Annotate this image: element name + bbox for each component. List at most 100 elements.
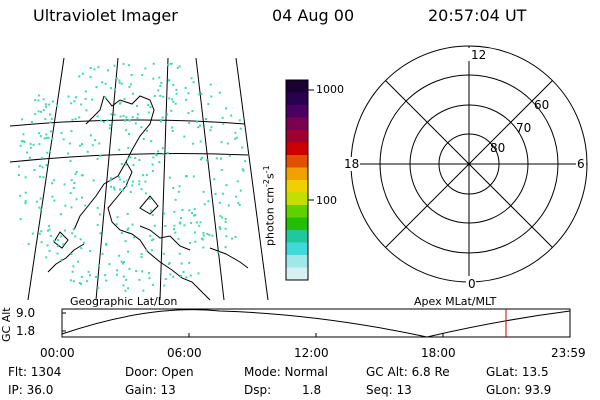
uv-pixel — [194, 240, 197, 243]
uv-pixel — [119, 178, 122, 181]
uv-pixel — [151, 163, 154, 166]
uv-pixel — [150, 239, 153, 242]
uv-pixel — [173, 224, 176, 227]
colorbar-unit-label: photon cm-2s-1 — [262, 165, 277, 246]
uv-pixel — [115, 223, 118, 226]
uv-pixel — [60, 131, 63, 134]
uv-pixel — [127, 287, 129, 290]
uv-pixel — [187, 112, 190, 115]
timeline-tick-label: 06:00 — [167, 346, 202, 360]
geographic-longitude: GLon: 93.9 — [486, 383, 552, 397]
uv-pixel — [79, 238, 82, 241]
uv-pixel — [193, 214, 196, 217]
uv-pixel — [72, 280, 75, 283]
uv-pixel — [115, 273, 118, 276]
uv-pixel — [98, 142, 101, 145]
uv-pixel — [135, 270, 138, 273]
uv-pixel — [239, 189, 242, 192]
uv-pixel — [207, 103, 210, 105]
uv-pixel — [159, 120, 162, 123]
uv-pixel — [136, 105, 138, 107]
uv-pixel — [45, 164, 48, 167]
uv-pixel — [72, 228, 75, 231]
uv-pixel — [130, 74, 133, 76]
uv-pixel — [241, 146, 244, 149]
uv-pixel — [32, 143, 35, 146]
geographic-grid — [9, 57, 269, 301]
uv-pixel — [190, 77, 193, 80]
uv-pixel — [106, 119, 109, 122]
uv-pixel — [38, 143, 41, 146]
uv-pixel — [80, 174, 83, 177]
uv-pixel — [81, 143, 83, 146]
uv-pixel — [118, 79, 121, 82]
uv-pixel — [190, 222, 193, 225]
timeline-tick-label: 00:00 — [40, 346, 75, 360]
uv-pixel — [149, 106, 152, 108]
uv-pixel — [132, 164, 135, 167]
uv-pixel — [89, 67, 92, 69]
uv-pixel — [158, 161, 161, 164]
uv-pixel — [113, 186, 115, 189]
uv-pixel — [98, 213, 101, 216]
uv-pixel — [201, 238, 204, 241]
uv-pixel — [51, 182, 53, 185]
timeline-ticks — [188, 333, 444, 337]
uv-pixel — [87, 270, 90, 273]
image-time: 20:57:04 UT — [428, 6, 527, 25]
uv-pixel — [207, 200, 210, 203]
uv-pixel — [148, 272, 150, 275]
uv-pixel — [183, 224, 186, 227]
uv-pixel — [124, 119, 126, 122]
uv-pixel — [18, 174, 20, 177]
uv-pixel — [150, 140, 153, 143]
colorbar-tick-label: 100 — [316, 194, 337, 207]
uv-pixel — [70, 206, 73, 209]
uv-pixel — [95, 86, 98, 89]
uv-pixel — [140, 256, 143, 258]
uv-pixel — [151, 169, 154, 172]
uv-pixel — [23, 141, 26, 144]
uv-pixel — [37, 110, 40, 113]
uv-pixel — [138, 183, 141, 186]
uv-pixel — [138, 159, 141, 161]
uv-pixel — [234, 235, 237, 238]
uv-pixel — [234, 131, 237, 134]
uv-pixel — [101, 252, 104, 255]
uv-pixel — [184, 87, 187, 89]
uv-pixel — [164, 225, 167, 227]
uv-pixel — [192, 142, 195, 145]
uv-pixel — [175, 88, 178, 91]
uv-pixel — [42, 109, 45, 112]
uv-pixel — [125, 116, 128, 119]
uv-pixel — [151, 214, 154, 216]
uv-pixel — [89, 75, 92, 78]
uv-pixel — [221, 192, 224, 195]
uv-pixel — [60, 235, 63, 238]
uv-pixel — [167, 63, 170, 66]
timeline-tick-label: 23:59 — [551, 346, 586, 360]
timeline-tick-label: 18:00 — [421, 346, 456, 360]
uv-pixel — [209, 83, 212, 86]
uv-pixel — [38, 132, 41, 135]
uv-pixel — [192, 81, 195, 84]
colorbar-band — [286, 167, 308, 181]
uv-pixel — [238, 204, 241, 206]
uv-pixel — [40, 110, 42, 113]
uv-pixel — [125, 278, 128, 281]
uv-pixel — [195, 221, 198, 224]
uv-pixel — [35, 200, 38, 203]
uv-pixel — [169, 62, 172, 65]
uv-pixel — [48, 103, 51, 106]
uv-pixel — [91, 98, 94, 101]
uv-pixel — [161, 116, 164, 119]
uv-pixel — [104, 82, 107, 85]
uv-pixel — [97, 264, 100, 267]
uv-pixel — [231, 237, 233, 240]
uv-pixel — [113, 64, 116, 67]
uv-pixel — [80, 103, 83, 106]
uv-pixel — [56, 104, 59, 107]
uv-pixel — [202, 232, 205, 235]
uv-pixel — [230, 114, 233, 117]
uv-pixel — [49, 121, 52, 124]
